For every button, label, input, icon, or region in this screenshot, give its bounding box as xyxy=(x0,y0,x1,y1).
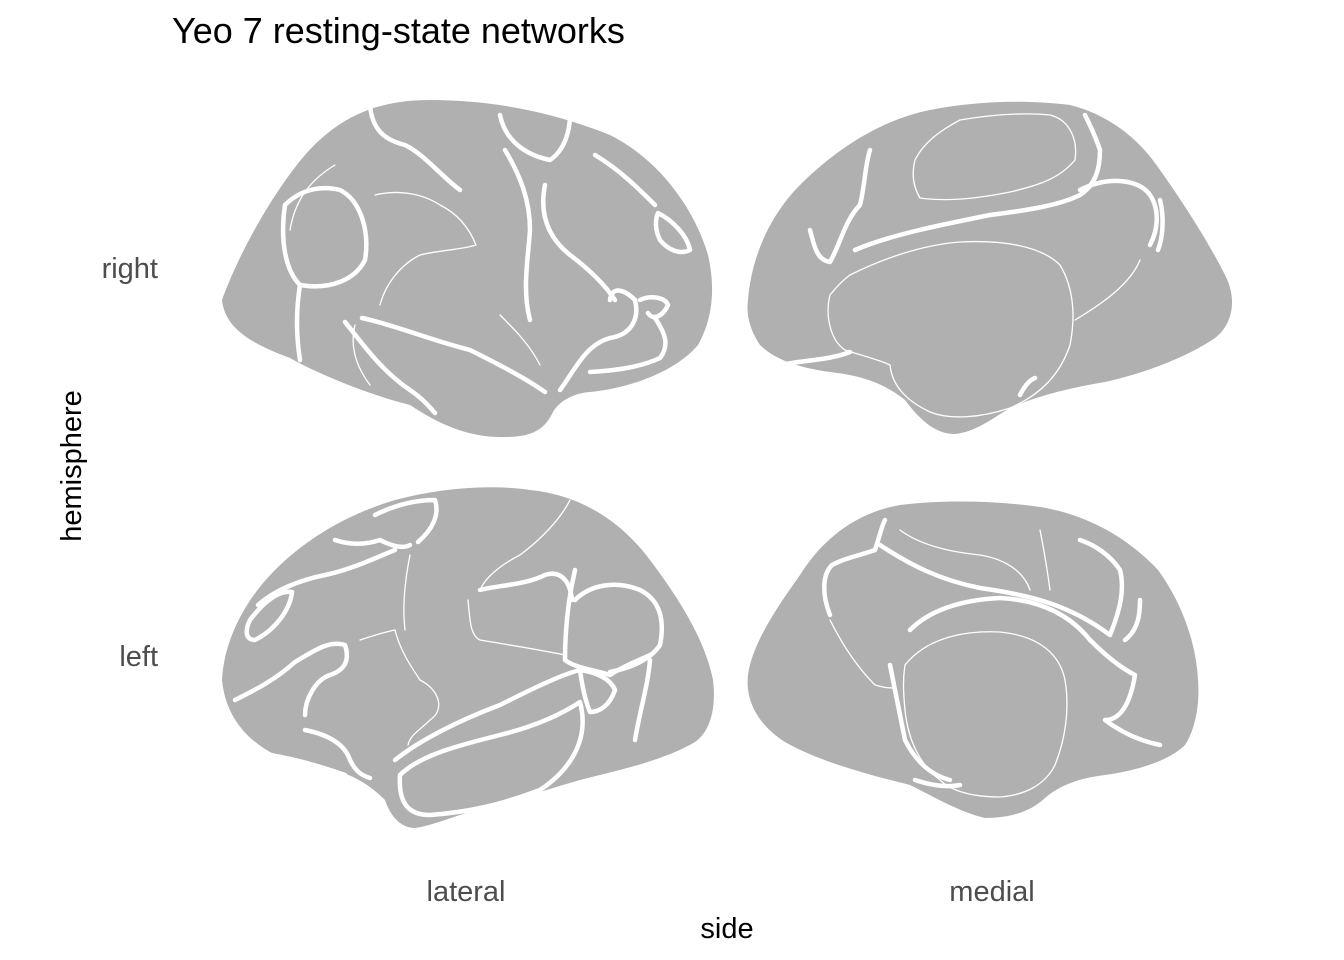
network-border xyxy=(902,631,1068,798)
cortex-surface xyxy=(747,101,1233,434)
network-border xyxy=(562,567,653,678)
cortex-surface xyxy=(747,501,1199,818)
y-axis-title: hemisphere xyxy=(56,390,88,542)
network-border xyxy=(397,699,585,818)
network-border xyxy=(392,667,583,763)
brain-right-lateral xyxy=(222,100,713,438)
network-border xyxy=(374,191,477,306)
network-border xyxy=(289,164,336,231)
row-label-left: left xyxy=(119,641,158,673)
network-border xyxy=(1017,375,1038,398)
network-border xyxy=(541,182,618,303)
network-border xyxy=(827,240,1074,418)
network-border xyxy=(332,537,413,550)
network-border xyxy=(294,282,303,363)
network-border xyxy=(403,554,411,631)
network-border xyxy=(829,619,896,689)
cortex-surface xyxy=(222,100,713,438)
network-border xyxy=(887,662,953,783)
network-border xyxy=(367,102,463,193)
brain-right-medial xyxy=(747,101,1233,434)
network-border xyxy=(232,641,350,718)
network-border xyxy=(352,324,371,386)
network-border xyxy=(907,595,1163,748)
network-border xyxy=(587,315,668,375)
network-border xyxy=(852,112,1103,253)
network-border xyxy=(912,113,1077,201)
network-border xyxy=(577,667,618,715)
network-border xyxy=(777,349,853,368)
network-border xyxy=(1077,178,1159,248)
col-label-medial: medial xyxy=(949,876,1034,908)
col-label-lateral: lateral xyxy=(427,876,506,908)
network-border xyxy=(394,629,440,746)
network-border xyxy=(632,657,653,743)
network-border xyxy=(244,589,295,643)
network-border xyxy=(342,319,438,416)
network-border xyxy=(1122,597,1143,643)
network-border xyxy=(877,537,1125,638)
network-border xyxy=(572,582,665,675)
network-border xyxy=(302,727,373,781)
network-border xyxy=(267,752,348,778)
network-border xyxy=(637,295,671,320)
network-border xyxy=(1155,197,1165,253)
network-border xyxy=(1039,529,1051,591)
network-border xyxy=(502,147,533,323)
cortex-surface xyxy=(222,487,714,828)
network-border xyxy=(280,185,369,289)
brain-left-lateral xyxy=(222,487,714,828)
network-border xyxy=(479,499,571,591)
chart-title: Yeo 7 resting-state networks xyxy=(172,10,625,51)
brain-left-medial xyxy=(747,501,1199,818)
network-border xyxy=(822,517,888,618)
network-border xyxy=(1074,259,1141,321)
network-border xyxy=(477,571,575,603)
x-axis-title: side xyxy=(700,913,753,945)
network-border xyxy=(592,152,658,208)
network-border xyxy=(899,529,1031,591)
network-border xyxy=(359,629,396,641)
network-border xyxy=(359,315,548,395)
network-border xyxy=(912,777,963,789)
network-border xyxy=(499,314,541,366)
network-border xyxy=(467,599,566,656)
network-border xyxy=(255,547,398,608)
network-border xyxy=(497,112,573,163)
network-border xyxy=(557,288,639,393)
network-border xyxy=(807,147,873,265)
network-border xyxy=(372,497,439,545)
row-label-right: right xyxy=(102,253,158,285)
network-border xyxy=(653,210,693,255)
